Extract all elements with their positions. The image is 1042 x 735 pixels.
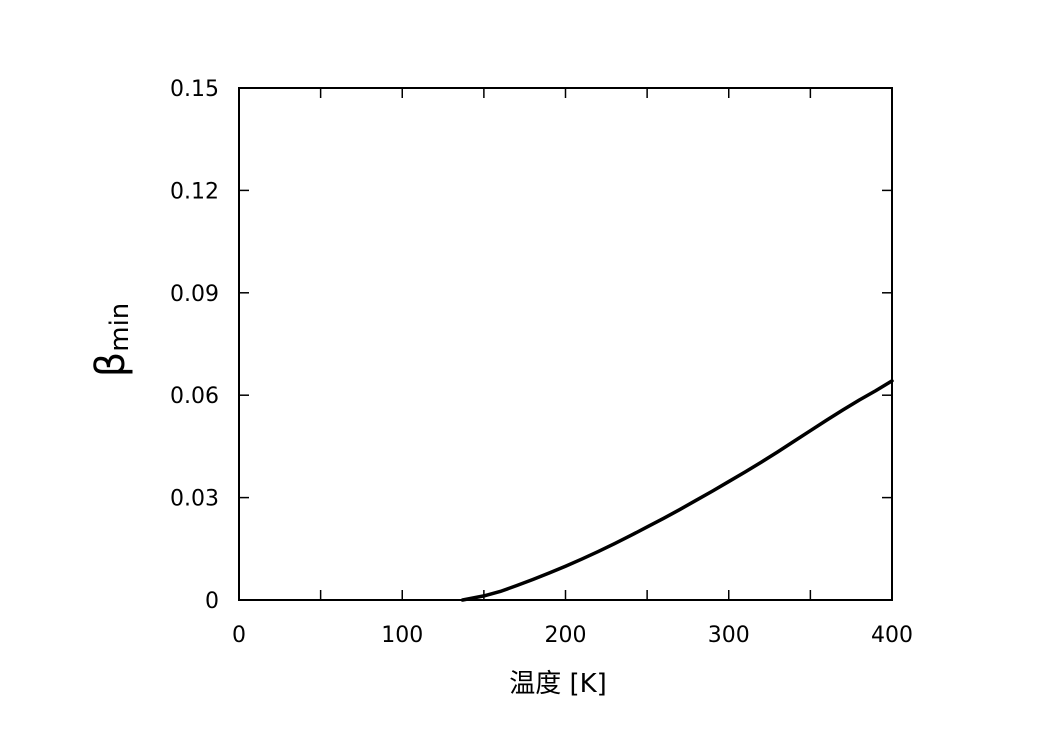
x-tick-label: 400 (871, 623, 913, 648)
series-line (460, 379, 894, 602)
y-tick-label: 0.03 (170, 487, 219, 512)
x-tick-label: 300 (708, 623, 750, 648)
x-axis-title: 温度 [K] (509, 669, 607, 699)
y-axis-title-main: β (88, 352, 134, 378)
ticks-layer: 0 100 200 300 400 0 0.03 0.06 0.09 0.12 0.15 (170, 77, 913, 648)
plot-frame (238, 87, 893, 601)
y-tick-label: 0.06 (170, 384, 219, 409)
y-tick-label: 0.15 (170, 77, 219, 102)
y-axis-title: βmin (88, 303, 135, 378)
series-layer (460, 379, 894, 602)
y-axis-title-sub: min (105, 303, 135, 352)
y-tick-label: 0.09 (170, 282, 219, 307)
y-tick-label: 0.12 (170, 179, 219, 204)
y-tick-label: 0 (205, 589, 219, 614)
x-tick-label: 200 (545, 623, 587, 648)
x-tick-label: 0 (232, 623, 246, 648)
x-tick-label: 100 (381, 623, 423, 648)
